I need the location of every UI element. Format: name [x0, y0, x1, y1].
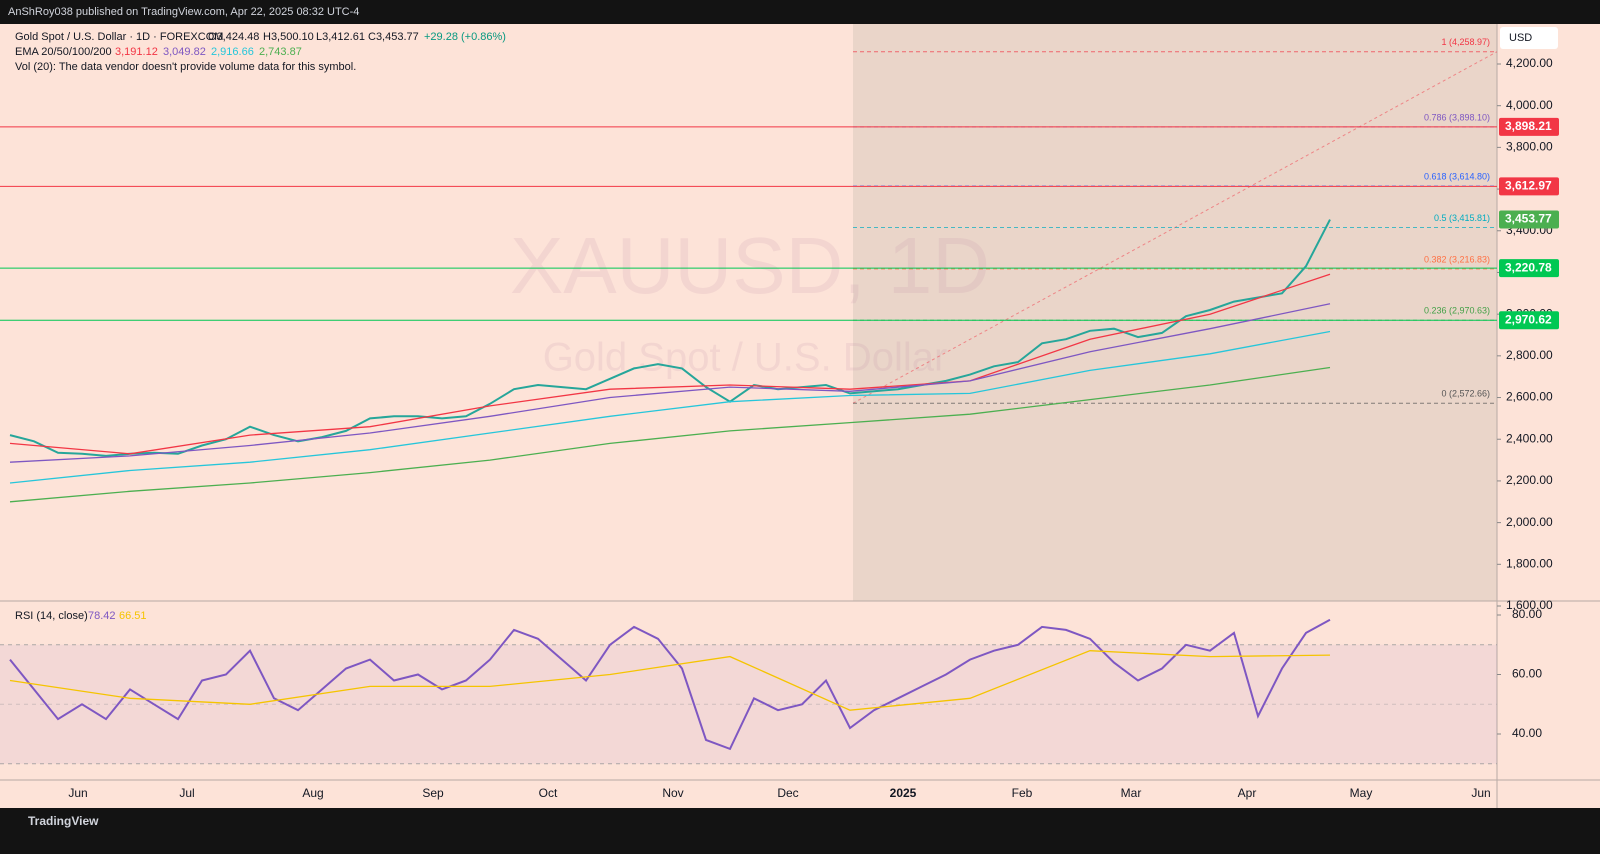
x-tick-label: Sep	[422, 786, 444, 800]
symbol: Gold Spot / U.S. Dollar · 1D · FOREXCOM	[15, 31, 223, 43]
top-bar	[0, 0, 1600, 24]
price-label-box	[1499, 311, 1559, 330]
vol: Vol (20): The data vendor doesn't provid…	[15, 61, 356, 73]
x-tick-label: Aug	[302, 786, 323, 800]
low: L3,412.61	[316, 31, 365, 43]
currency-box	[1500, 27, 1558, 49]
change: +29.28 (+0.86%)	[424, 31, 506, 43]
rsi-tick-label: 40.00	[1512, 726, 1542, 740]
ema-value: 2,916.66	[211, 46, 254, 58]
x-tick-label: Nov	[662, 786, 683, 800]
y-tick-label: 1,600.00	[1506, 598, 1553, 612]
open: O3,424.48	[208, 31, 259, 43]
ema-value: 3,191.12	[115, 46, 158, 58]
price-label: 3,453.77	[1505, 212, 1552, 226]
brand: TradingView	[28, 814, 99, 828]
currency: USD	[1509, 32, 1532, 44]
y-tick-label: 2,800.00	[1506, 348, 1553, 362]
series-line	[9, 650, 1331, 711]
fib-label: 0.382 (3,216.83)	[1424, 254, 1490, 264]
x-tick-label: Jun	[1471, 786, 1490, 800]
y-tick-label: 2,600.00	[1506, 390, 1553, 404]
y-tick-label: 4,000.00	[1506, 98, 1553, 112]
y-tick-label: 2,000.00	[1506, 515, 1553, 529]
fib-label: 0.786 (3,898.10)	[1424, 112, 1490, 122]
x-tick-label: Mar	[1121, 786, 1142, 800]
ema-value: 3,049.82	[163, 46, 206, 58]
fib-label: 0.618 (3,614.80)	[1424, 171, 1490, 181]
y-tick-label: 2,200.00	[1506, 473, 1553, 487]
fib-shade	[853, 24, 1497, 601]
price-label: 3,220.78	[1505, 260, 1552, 274]
x-tick-label: Oct	[539, 786, 558, 800]
high: H3,500.10	[263, 31, 314, 43]
rsi-value: 78.42	[88, 610, 116, 622]
series-line	[9, 330, 1331, 484]
ema-title: EMA 20/50/100/200	[15, 46, 112, 58]
y-tick-label: 2,400.00	[1506, 431, 1553, 445]
close: C3,453.77	[368, 31, 419, 43]
rsi-title: RSI (14, close)	[15, 610, 88, 622]
rsi-tick-label: 80.00	[1512, 607, 1542, 621]
x-tick-label: May	[1350, 786, 1373, 800]
legend: Gold Spot / U.S. Dollar · 1D · FOREXCOM …	[15, 31, 506, 622]
series-line	[9, 366, 1331, 503]
bottom-bar	[0, 808, 1600, 854]
price-label: 3,612.97	[1505, 179, 1552, 193]
watermark: XAUUSD, 1D	[510, 221, 990, 310]
price-label-box	[1499, 177, 1559, 196]
series-line	[9, 618, 1331, 751]
rsi-tick-label: 60.00	[1512, 667, 1542, 681]
rsi-value: 66.51	[119, 610, 147, 622]
series-line	[9, 219, 1331, 457]
price-label-box	[1499, 117, 1559, 136]
fib-label: 1 (4,258.97)	[1441, 37, 1490, 47]
y-tick-label: 4,200.00	[1506, 56, 1553, 70]
fib-label: 0 (2,572.66)	[1441, 389, 1490, 399]
price-label: 3,898.21	[1505, 119, 1552, 133]
x-tick-label: Dec	[777, 786, 798, 800]
fib-label: 0.5 (3,415.81)	[1434, 213, 1490, 223]
y-tick-label: 1,800.00	[1506, 556, 1553, 570]
x-tick-label: Jul	[179, 786, 194, 800]
watermark-sub: Gold Spot / U.S. Dollar	[543, 336, 948, 380]
x-tick-label: Feb	[1012, 786, 1033, 800]
publisher: AnShRoy038 published on TradingView.com,…	[8, 6, 359, 18]
price-label-box	[1499, 210, 1559, 229]
y-tick-label: 3,800.00	[1506, 140, 1553, 154]
series-line	[9, 273, 1331, 455]
ema-value: 2,743.87	[259, 46, 302, 58]
price-label: 2,970.62	[1505, 312, 1552, 326]
x-tick-label: Jun	[68, 786, 87, 800]
x-tick-label: Apr	[1238, 786, 1257, 800]
fib-label: 0.236 (2,970.63)	[1424, 306, 1490, 316]
series-line	[9, 303, 1331, 463]
chart-background	[0, 24, 1600, 808]
x-tick-label: 2025	[890, 786, 917, 800]
price-label-box	[1499, 259, 1559, 278]
